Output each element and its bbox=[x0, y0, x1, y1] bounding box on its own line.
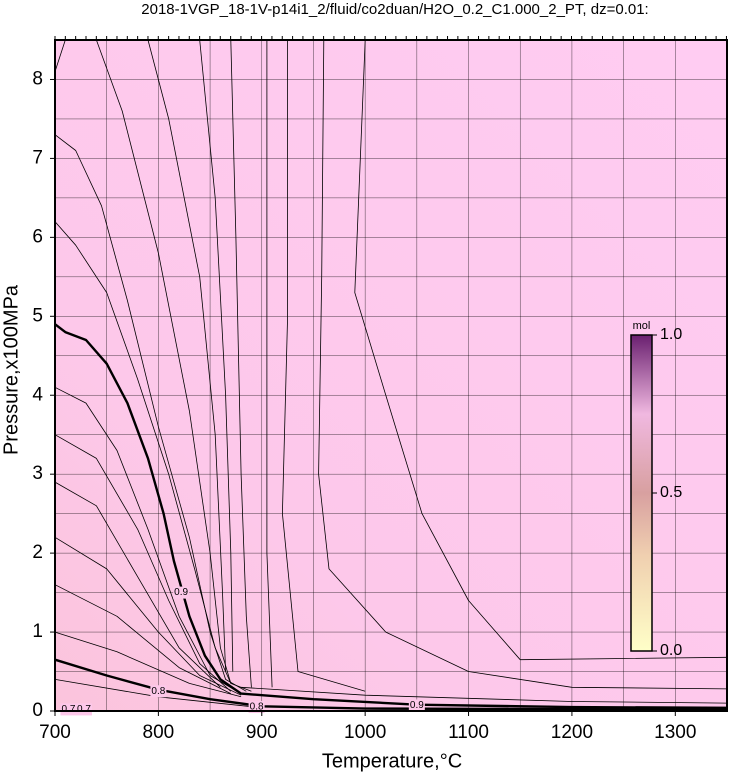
contour-line bbox=[54, 658, 728, 711]
y-tick-label: 5 bbox=[32, 305, 43, 326]
contour-line bbox=[54, 536, 242, 696]
y-tick-label: 4 bbox=[32, 384, 43, 405]
x-tick-label: 1200 bbox=[551, 722, 593, 743]
contour-line bbox=[266, 40, 273, 688]
contour-label-bg bbox=[60, 703, 77, 716]
contour-line bbox=[199, 39, 234, 672]
contour-label-bg bbox=[173, 586, 190, 599]
y-tick-label: 1 bbox=[32, 621, 43, 642]
y-tick-label: 7 bbox=[32, 147, 43, 168]
contour-line bbox=[54, 134, 247, 692]
plot-layer: 0.9 0.8 0.8 0.9 0.7 0.7 700 800 900 1000 1100 1200 1… bbox=[32, 36, 728, 743]
contour-label: 0.9 bbox=[174, 587, 188, 598]
contour-label: 0.9 bbox=[410, 700, 424, 711]
y-axis-label: Pressure,x100MPa bbox=[0, 284, 22, 455]
x-tick-label: 800 bbox=[143, 722, 175, 743]
contour-label: 0.7 bbox=[61, 704, 75, 715]
y-tick-label: 2 bbox=[32, 542, 43, 563]
contour-line bbox=[54, 221, 252, 692]
y-tick-label: 0 bbox=[32, 700, 43, 721]
contour-line bbox=[54, 481, 221, 688]
x-tick-label: 900 bbox=[246, 722, 278, 743]
contour-line bbox=[54, 631, 242, 698]
contour-line bbox=[241, 686, 728, 704]
contour-label-bg bbox=[75, 703, 92, 716]
contour-line bbox=[54, 584, 231, 694]
contour-label-bg bbox=[408, 699, 425, 712]
colorbar-tick-label: 0.0 bbox=[660, 642, 682, 659]
x-tick-label: 1100 bbox=[448, 722, 489, 743]
colorbar-tick-label: 1.0 bbox=[660, 326, 682, 343]
contour-label-bg bbox=[150, 685, 167, 698]
x-tick-label: 700 bbox=[39, 722, 71, 743]
contour-line bbox=[147, 39, 226, 672]
contour-line bbox=[96, 39, 232, 684]
x-axis-label: Temperature,°C bbox=[322, 750, 462, 772]
x-tick-label: 1300 bbox=[654, 722, 696, 743]
contour-line bbox=[318, 39, 728, 690]
contour-label: 0.8 bbox=[250, 702, 264, 713]
colorbar-tick-label: 0.5 bbox=[660, 484, 682, 501]
contour-line bbox=[230, 39, 252, 688]
contour-line bbox=[54, 39, 66, 72]
contour-label: 0.8 bbox=[151, 686, 165, 697]
x-tick-label: 1000 bbox=[344, 722, 386, 743]
contour-line bbox=[54, 434, 232, 692]
y-tick-label: 8 bbox=[32, 68, 43, 89]
contour-line bbox=[54, 386, 242, 694]
plot-background bbox=[55, 40, 727, 711]
contour-line bbox=[354, 39, 728, 661]
colorbar-label: mol bbox=[633, 320, 651, 332]
y-tick-label: 3 bbox=[32, 463, 43, 484]
contour-line bbox=[282, 40, 366, 692]
colorbar bbox=[630, 334, 653, 652]
plot-frame bbox=[54, 39, 728, 712]
y-tick-label: 6 bbox=[32, 226, 43, 247]
chart-title: 2018-1VGP_18-1V-p14i1_2/fluid/co2duan/H2… bbox=[141, 1, 648, 18]
contour-label: 0.7 bbox=[77, 704, 91, 715]
